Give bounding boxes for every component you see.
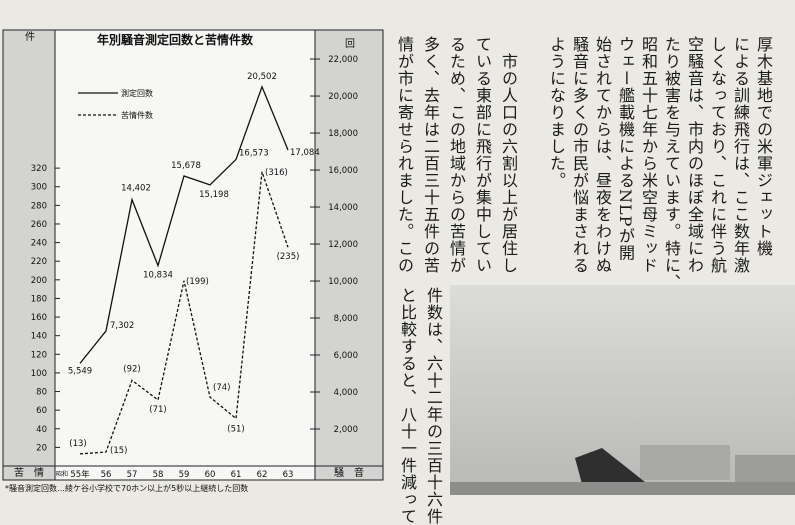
data-label: (235) [277, 252, 300, 262]
data-label: 16,573 [239, 148, 269, 158]
x-tick-label: 59 [179, 470, 190, 480]
y2-tick-label: 16,000 [328, 166, 358, 176]
text-column: 昭和五十七年から米空母ミッド [639, 36, 658, 274]
y2-tick-label: 8,000 [334, 314, 358, 324]
x-tick-label: 55年 [70, 469, 90, 480]
y-tick-label: 100 [31, 369, 47, 379]
data-label: 14,402 [121, 184, 151, 194]
data-label: 17,084 [290, 148, 320, 158]
y-unit: 件 [25, 31, 35, 43]
y2-tick-label: 4,000 [334, 388, 358, 398]
y-label: 苦 情 [14, 466, 44, 479]
text-column: 厚木基地での米軍ジェット機 [754, 36, 773, 257]
data-label: 7,302 [110, 321, 134, 331]
footnote: *騒音測定回数…綾ケ谷小学校で70ホン以上が5秒以上継続した回数 [5, 483, 248, 493]
y-tick-label: 280 [31, 201, 47, 211]
y-tick-label: 60 [36, 406, 47, 416]
text-column: たり被害を与えています。特に、 [662, 36, 681, 291]
x-tick-label: 56 [101, 470, 112, 480]
data-label: (71) [149, 405, 166, 415]
text-column: 情が市に寄せられました。この [395, 36, 414, 274]
text-column: 騒音に多くの市民が悩まされる [570, 36, 589, 274]
x-tick-label: 60 [205, 470, 216, 480]
y-tick-label: 40 [36, 425, 47, 435]
data-label: (316) [265, 168, 288, 178]
chart: 年別騒音測定回数と苦情件数 件 苦 情 回 騒 音 昭和 *騒音測定回数…綾ケ谷… [2, 29, 384, 493]
text-column: 多く、去年は二百三十五件の苦 [421, 36, 440, 274]
text-column: しくなっており、これに伴う航 [708, 36, 727, 274]
data-label: 15,678 [171, 161, 201, 171]
y2-tick-label: 10,000 [328, 277, 358, 287]
text-column: ようになりました。 [547, 36, 566, 189]
y-tick-label: 220 [31, 257, 47, 267]
x-tick-label: 63 [283, 470, 294, 480]
y-tick-label: 80 [36, 388, 47, 398]
y2-tick-label: 12,000 [328, 240, 358, 250]
x-tick-label: 62 [257, 470, 268, 480]
x-tick-label: 61 [231, 470, 242, 480]
y2-tick-label: 2,000 [334, 425, 358, 435]
data-label: 5,549 [68, 366, 92, 376]
y2-unit: 回 [345, 38, 355, 50]
y2-tick-label: 20,000 [328, 92, 358, 102]
text-column: 件数は、六十二年の三百十六件 [424, 287, 443, 525]
data-label: 20,502 [247, 72, 277, 82]
y-tick-label: 180 [31, 294, 47, 304]
y-tick-label: 300 [31, 183, 47, 193]
text-column: るため、この地域からの苦情が [447, 36, 466, 274]
x-tick-label: 58 [153, 470, 164, 480]
text-column: と比較すると、八十一件減って [398, 287, 417, 525]
y2-tick-label: 18,000 [328, 129, 358, 139]
y-tick-label: 240 [31, 239, 47, 249]
text-column: ている東部に飛行が集中してい [473, 36, 492, 274]
y-tick-label: 200 [31, 276, 47, 286]
photo [450, 285, 795, 495]
data-label: (51) [227, 425, 244, 435]
data-label: 10,834 [143, 271, 173, 281]
data-label: 15,198 [199, 190, 229, 200]
data-label: (92) [123, 364, 140, 374]
y-tick-label: 120 [31, 350, 47, 360]
y-tick-label: 160 [31, 313, 47, 323]
y-tick-label: 320 [31, 164, 47, 174]
y2-tick-label: 14,000 [328, 203, 358, 213]
data-label: (13) [69, 439, 86, 449]
legend-label: 測定回数 [121, 88, 153, 98]
data-label: (199) [186, 277, 209, 287]
y-tick-label: 20 [36, 443, 47, 453]
data-label: (74) [213, 383, 230, 393]
y2-label: 騒 音 [334, 466, 364, 479]
data-label: (15) [110, 446, 127, 456]
text-column: 市の人口の六割以上が居住し [499, 36, 518, 274]
x-prefix: 昭和 [56, 470, 68, 478]
text-column: ウェー艦載機によるNLPが開 [616, 36, 635, 262]
page-canvas: 年別騒音測定回数と苦情件数 件 苦 情 回 騒 音 昭和 *騒音測定回数…綾ケ谷… [2, 29, 795, 495]
page: 年別騒音測定回数と苦情件数 件 苦 情 回 騒 音 昭和 *騒音測定回数…綾ケ谷… [2, 29, 795, 525]
text-column: による訓練飛行は、ここ数年激 [731, 36, 750, 274]
y-tick-label: 140 [31, 332, 47, 342]
text-column: 始されてからは、昼夜をわけぬ [593, 36, 612, 274]
chart-title: 年別騒音測定回数と苦情件数 [97, 32, 254, 47]
legend-label: 苦情件数 [121, 110, 153, 120]
series-line [79, 171, 289, 455]
text-column: 空騒音は、市内のほぼ全域にわ [685, 36, 704, 274]
x-tick-label: 57 [127, 470, 138, 480]
y-tick-label: 260 [31, 220, 47, 230]
y2-tick-label: 22,000 [328, 55, 358, 65]
series-line [79, 84, 289, 364]
y2-tick-label: 6,000 [334, 351, 358, 361]
